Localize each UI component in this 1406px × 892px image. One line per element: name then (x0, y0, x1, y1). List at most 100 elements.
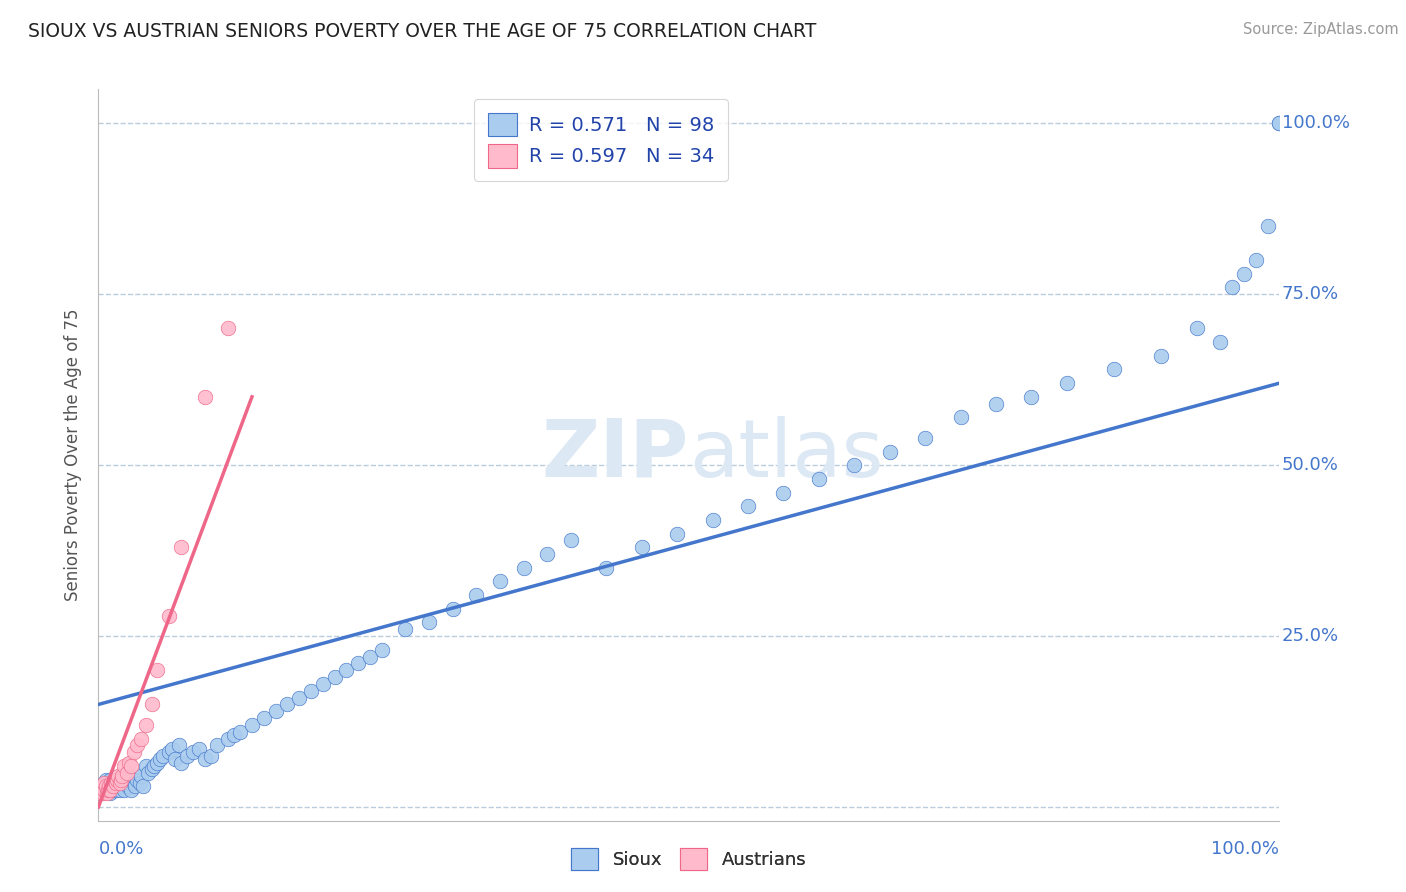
Point (105, 783, 128, 797)
Point (107, 776, 129, 790)
Point (702, 513, 724, 527)
Point (1102, 362, 1125, 376)
Point (1021, 390, 1043, 404)
Point (170, 540, 193, 554)
Point (914, 431, 936, 445)
Point (157, 745, 180, 759)
Point (879, 444, 901, 458)
Point (1185, 321, 1208, 335)
Point (205, 739, 228, 753)
Point (149, 752, 172, 766)
Point (97, 783, 120, 797)
Point (136, 765, 159, 780)
Point (121, 759, 143, 773)
Point (94, 780, 117, 794)
Point (176, 748, 198, 763)
Point (103, 772, 125, 787)
Point (94, 772, 117, 787)
Point (146, 756, 169, 770)
Point (93, 783, 115, 797)
Point (105, 772, 128, 787)
Point (135, 718, 157, 732)
Point (114, 769, 136, 783)
Legend: Sioux, Austrians: Sioux, Austrians (564, 841, 814, 878)
Point (96, 786, 118, 800)
Point (984, 397, 1007, 411)
Point (105, 780, 128, 794)
Point (142, 759, 165, 773)
Point (170, 756, 193, 770)
Point (108, 783, 131, 797)
Point (253, 711, 276, 725)
Point (1257, 219, 1279, 233)
Point (132, 780, 155, 794)
Text: 50.0%: 50.0% (1282, 456, 1339, 475)
Point (276, 698, 298, 712)
Point (288, 690, 311, 705)
Point (90, 786, 112, 800)
Point (127, 772, 149, 787)
Point (1150, 349, 1173, 363)
Point (90, 783, 112, 797)
Point (112, 783, 135, 797)
Point (110, 772, 132, 787)
Point (115, 765, 138, 780)
Point (807, 472, 830, 486)
Point (224, 728, 246, 742)
Point (1056, 376, 1078, 391)
Point (560, 533, 582, 548)
Point (347, 657, 370, 671)
Point (844, 458, 866, 472)
Point (160, 742, 183, 756)
Point (135, 759, 157, 773)
Point (146, 663, 169, 677)
Point (112, 759, 135, 773)
Point (93, 776, 115, 790)
Point (105, 776, 128, 790)
Point (229, 724, 252, 739)
Point (118, 756, 141, 770)
Text: 100.0%: 100.0% (1282, 114, 1350, 132)
Point (772, 485, 794, 500)
Point (371, 642, 394, 657)
Point (111, 780, 134, 794)
Point (104, 776, 127, 790)
Point (100, 776, 122, 790)
Point (110, 772, 132, 787)
Point (418, 615, 440, 630)
Point (394, 622, 416, 636)
Point (157, 608, 180, 623)
Point (101, 780, 124, 794)
Point (187, 742, 209, 756)
Text: SIOUX VS AUSTRIAN SENIORS POVERTY OVER THE AGE OF 75 CORRELATION CHART: SIOUX VS AUSTRIAN SENIORS POVERTY OVER T… (28, 22, 817, 41)
Point (89, 786, 111, 800)
Point (1209, 335, 1232, 350)
Point (98, 776, 121, 790)
Text: Source: ZipAtlas.com: Source: ZipAtlas.com (1243, 22, 1399, 37)
Point (124, 780, 146, 794)
Y-axis label: Seniors Poverty Over the Age of 75: Seniors Poverty Over the Age of 75 (65, 309, 83, 601)
Point (217, 731, 239, 746)
Point (118, 776, 141, 790)
Point (181, 745, 204, 759)
Point (96, 780, 118, 794)
Point (489, 574, 512, 589)
Point (127, 739, 149, 753)
Point (194, 390, 217, 404)
Point (98, 786, 121, 800)
Point (536, 547, 558, 561)
Point (323, 670, 346, 684)
Point (1268, 116, 1291, 130)
Point (111, 769, 134, 783)
Point (129, 769, 152, 783)
Point (108, 776, 131, 790)
Point (121, 783, 143, 797)
Point (264, 704, 287, 718)
Point (105, 772, 128, 787)
Point (312, 677, 335, 691)
Point (91, 783, 114, 797)
Point (91, 786, 114, 800)
Point (737, 499, 759, 513)
Point (128, 776, 150, 790)
Point (120, 772, 142, 787)
